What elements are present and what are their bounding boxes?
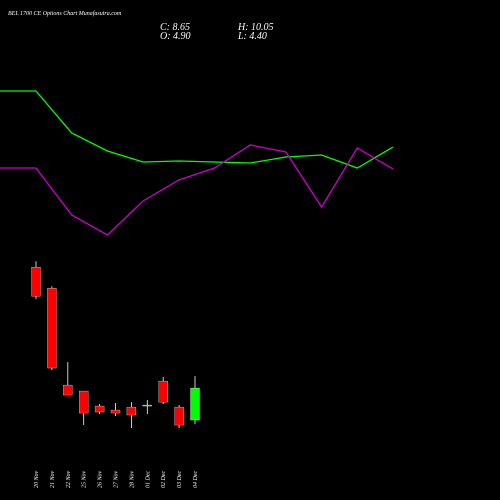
x-tick-label: 27 Nov: [114, 470, 120, 488]
x-tick-label: 26 Nov: [98, 470, 104, 488]
x-tick-label: 28 Nov: [129, 470, 135, 488]
candle-body: [110, 409, 121, 414]
indicator-line: [35, 144, 394, 236]
x-tick-label: 21 Nov: [50, 470, 56, 488]
x-tick-label: 02 Dec: [161, 471, 167, 488]
x-tick-label: 22 Nov: [66, 470, 72, 488]
candle-body: [126, 406, 137, 416]
high-stat: H: 10.05: [237, 22, 274, 33]
candle-body: [158, 380, 168, 403]
low-stat: L: 4.40: [237, 31, 267, 42]
x-tick-label: 25 Nov: [82, 470, 88, 488]
indicator-line: [35, 90, 394, 169]
candle-body: [94, 405, 105, 413]
x-tick-label: 01 Dec: [145, 471, 151, 488]
x-tick-label: 04 Dec: [192, 471, 199, 488]
candle-body: [174, 406, 184, 426]
close-stat: C: 8.65: [160, 22, 190, 33]
candle-body: [47, 288, 57, 369]
candle-body: [142, 404, 152, 407]
chart-title: BEL 1700 CE Options Chart Munafasutra.co…: [8, 10, 122, 17]
candle-body: [79, 390, 89, 414]
open-stat: O: 4.90: [160, 31, 191, 42]
candle-body: [63, 384, 73, 396]
candle-body: [190, 387, 200, 421]
x-tick-label: 03 Dec: [177, 471, 183, 488]
candle-body: [31, 267, 41, 297]
x-tick-label: 20 Nov: [34, 470, 40, 488]
